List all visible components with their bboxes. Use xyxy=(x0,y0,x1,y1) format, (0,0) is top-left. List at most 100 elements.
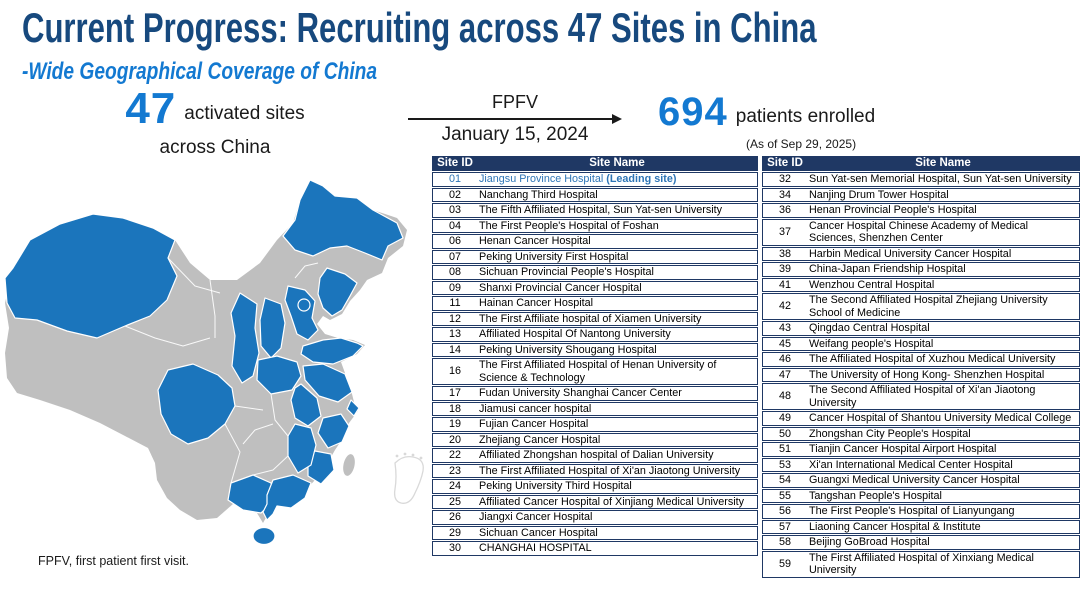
site-id-cell: 39 xyxy=(778,263,791,275)
site-id-cell: 20 xyxy=(448,433,461,446)
map-province-xinjiang xyxy=(4,213,178,339)
page-title: Current Progress: Recruiting across 47 S… xyxy=(22,4,817,51)
table-row: 32 Sun Yat-sen Memorial Hospital, Sun Yat… xyxy=(762,172,1080,187)
site-name-cell: The First Affiliated Hospital of Xi'an J… xyxy=(479,464,741,477)
site-id-cell: 37 xyxy=(778,225,791,238)
table-row: 18 Jiamusi cancer hospital xyxy=(432,401,758,416)
site-name-cell: Jiangsu Province Hospital (Leading site) xyxy=(479,173,677,185)
site-id-cell: 57 xyxy=(778,520,791,533)
site-id-cell: 32 xyxy=(778,173,791,185)
table-row: 25 Affiliated Cancer Hospital of Xinjiang… xyxy=(432,494,758,509)
site-id-cell: 56 xyxy=(778,505,791,517)
site-name-cell: The Second Affiliated Hospital Zhejiang … xyxy=(809,294,1048,319)
site-name-cell: Zhongshan City People's Hospital xyxy=(809,427,971,440)
map-province-zhejiang xyxy=(317,413,350,449)
site-name-cell: Wenzhou Central Hospital xyxy=(809,278,935,291)
table-row: 43 Qingdao Central Hospital xyxy=(762,321,1080,336)
table-row: 22 Affiliated Zhongshan hospital of Dalia… xyxy=(432,448,758,463)
activated-sites-count: 47 xyxy=(125,84,177,133)
site-id-cell: 13 xyxy=(448,328,461,340)
site-id-cell: 45 xyxy=(778,337,791,350)
site-id-cell: 55 xyxy=(778,489,791,502)
site-id-cell: 50 xyxy=(778,427,791,440)
site-name-cell: Sun Yat-sen Memorial Hospital, Sun Yat-s… xyxy=(809,173,1072,185)
activated-sites-label-2: across China xyxy=(159,137,271,158)
table-row: 49 Cancer Hospital of Shantou University … xyxy=(762,411,1080,426)
table-row: 04 The First People's Hospital of Foshan xyxy=(432,218,758,233)
table-row: 57 Liaoning Cancer Hospital & Institute xyxy=(762,519,1080,534)
table-row: 09 Shanxi Provincial Cancer Hospital xyxy=(432,280,758,295)
site-id-cell: 02 xyxy=(448,188,461,201)
site-name-cell: Cancer Hospital Chinese Academy of Medic… xyxy=(809,219,1029,245)
site-id-cell: 54 xyxy=(778,474,791,486)
site-name-cell: Affiliated Hospital Of Nantong Universit… xyxy=(479,328,671,340)
site-name-cell: Sichuan Provincial People's Hospital xyxy=(479,266,654,278)
site-name-cell: Jiamusi cancer hospital xyxy=(479,402,592,415)
map-islands-inset xyxy=(393,452,424,504)
site-id-cell: 01 xyxy=(448,173,461,185)
patients-enrolled-count: 694 xyxy=(658,90,728,134)
table-row: 13 Affiliated Hospital Of Nantong Univers… xyxy=(432,327,758,342)
site-name-cell: CHANGHAI HOSPITAL xyxy=(479,542,592,554)
table-row: 51 Tianjin Cancer Hospital Airport Hospit… xyxy=(762,442,1080,457)
table-row: 02 Nanchang Third Hospital xyxy=(432,187,758,202)
site-id-cell: 19 xyxy=(448,418,461,430)
site-id-cell: 17 xyxy=(448,387,461,399)
table-row: 47 The University of Hong Kong- Shenzhen … xyxy=(762,367,1080,382)
site-name-cell: The First Affiliate hospital of Xiamen U… xyxy=(479,312,702,325)
site-id-cell: 11 xyxy=(449,297,461,309)
site-name-cell: The Second Affiliated Hospital of Xi'an … xyxy=(809,384,1036,409)
table-row: 12 The First Affiliate hospital of Xiamen… xyxy=(432,311,758,326)
site-name-cell: Affiliated Cancer Hospital of Xinjiang M… xyxy=(479,495,745,508)
fpfv-label: FPFV xyxy=(491,92,538,112)
site-name-cell: China-Japan Friendship Hospital xyxy=(809,263,966,275)
site-id-cell: 51 xyxy=(778,443,791,455)
table-row: 30 CHANGHAI HOSPITAL xyxy=(432,541,758,556)
site-name-cell: Beijing GoBroad Hospital xyxy=(809,536,930,548)
map-province-liaoning xyxy=(317,267,358,317)
table-row: 39 China-Japan Friendship Hospital xyxy=(762,262,1080,277)
table-row: 48 The Second Affiliated Hospital of Xi'a… xyxy=(762,383,1080,410)
table-row: 38 Harbin Medical University Cancer Hospi… xyxy=(762,246,1080,261)
site-name-cell: Henan Provincial People's Hospital xyxy=(809,204,977,216)
map-province-hebei xyxy=(284,285,319,341)
site-name-cell: The Fifth Affiliated Hospital, Sun Yat-s… xyxy=(479,204,723,216)
site-id-cell: 36 xyxy=(778,204,791,216)
activated-sites-label: activated sites xyxy=(184,103,305,124)
site-id-header: Site ID xyxy=(437,157,473,169)
site-id-cell: 14 xyxy=(448,343,461,356)
site-name-cell: Henan Cancer Hospital xyxy=(479,235,591,247)
activated-sites-stat: 47 activated sites across China xyxy=(75,84,355,159)
table-row: 08 Sichuan Provincial People's Hospital xyxy=(432,265,758,280)
table-row: 24 Peking University Third Hospital xyxy=(432,479,758,494)
table-row: 42 The Second Affiliated Hospital Zhejian… xyxy=(762,293,1080,320)
patients-enrolled-label: patients enrolled xyxy=(735,106,876,127)
site-id-cell: 29 xyxy=(448,526,461,539)
site-name-cell: Peking University First Hospital xyxy=(479,250,629,263)
site-id-cell: 07 xyxy=(448,250,461,263)
table-row: 56 The First People's Hospital of Lianyun… xyxy=(762,504,1080,519)
table-row: 41 Wenzhou Central Hospital xyxy=(762,277,1080,292)
site-name-cell: Fujian Cancer Hospital xyxy=(479,418,589,430)
site-name-cell: Peking University Shougang Hospital xyxy=(479,343,657,356)
table-row: 45 Weifang people's Hospital xyxy=(762,336,1080,351)
patients-enrolled-stat: 694 patients enrolled (As of Sep 29, 2025… xyxy=(658,90,958,151)
table-row: 19 Fujian Cancer Hospital xyxy=(432,417,758,432)
site-name-cell: The Affiliated Hospital of Xuzhou Medica… xyxy=(809,353,1056,365)
site-id-cell: 34 xyxy=(778,188,791,201)
table-body: 01 Jiangsu Province Hospital (Leading sit… xyxy=(432,172,758,556)
site-name-cell: Xi'an International Medical Center Hospi… xyxy=(809,458,1013,471)
site-name-header: Site Name xyxy=(589,157,645,169)
site-name-cell: Tangshan People's Hospital xyxy=(809,489,942,502)
site-name-cell: Shanxi Provincial Cancer Hospital xyxy=(479,281,642,294)
map-province-shaanxi xyxy=(230,292,260,384)
table-row: 16 The First Affiliated Hospital of Henan… xyxy=(432,358,758,385)
table-row: 17 Fudan University Shanghai Cancer Cente… xyxy=(432,386,758,401)
site-id-cell: 04 xyxy=(448,219,461,232)
site-name-cell: The First People's Hospital of Lianyunga… xyxy=(809,505,1015,517)
table-row: 29 Sichuan Cancer Hospital xyxy=(432,525,758,540)
site-id-cell: 06 xyxy=(448,235,461,247)
table-row: 36 Henan Provincial People's Hospital xyxy=(762,203,1080,218)
map-province-heilongjiang xyxy=(282,179,404,261)
